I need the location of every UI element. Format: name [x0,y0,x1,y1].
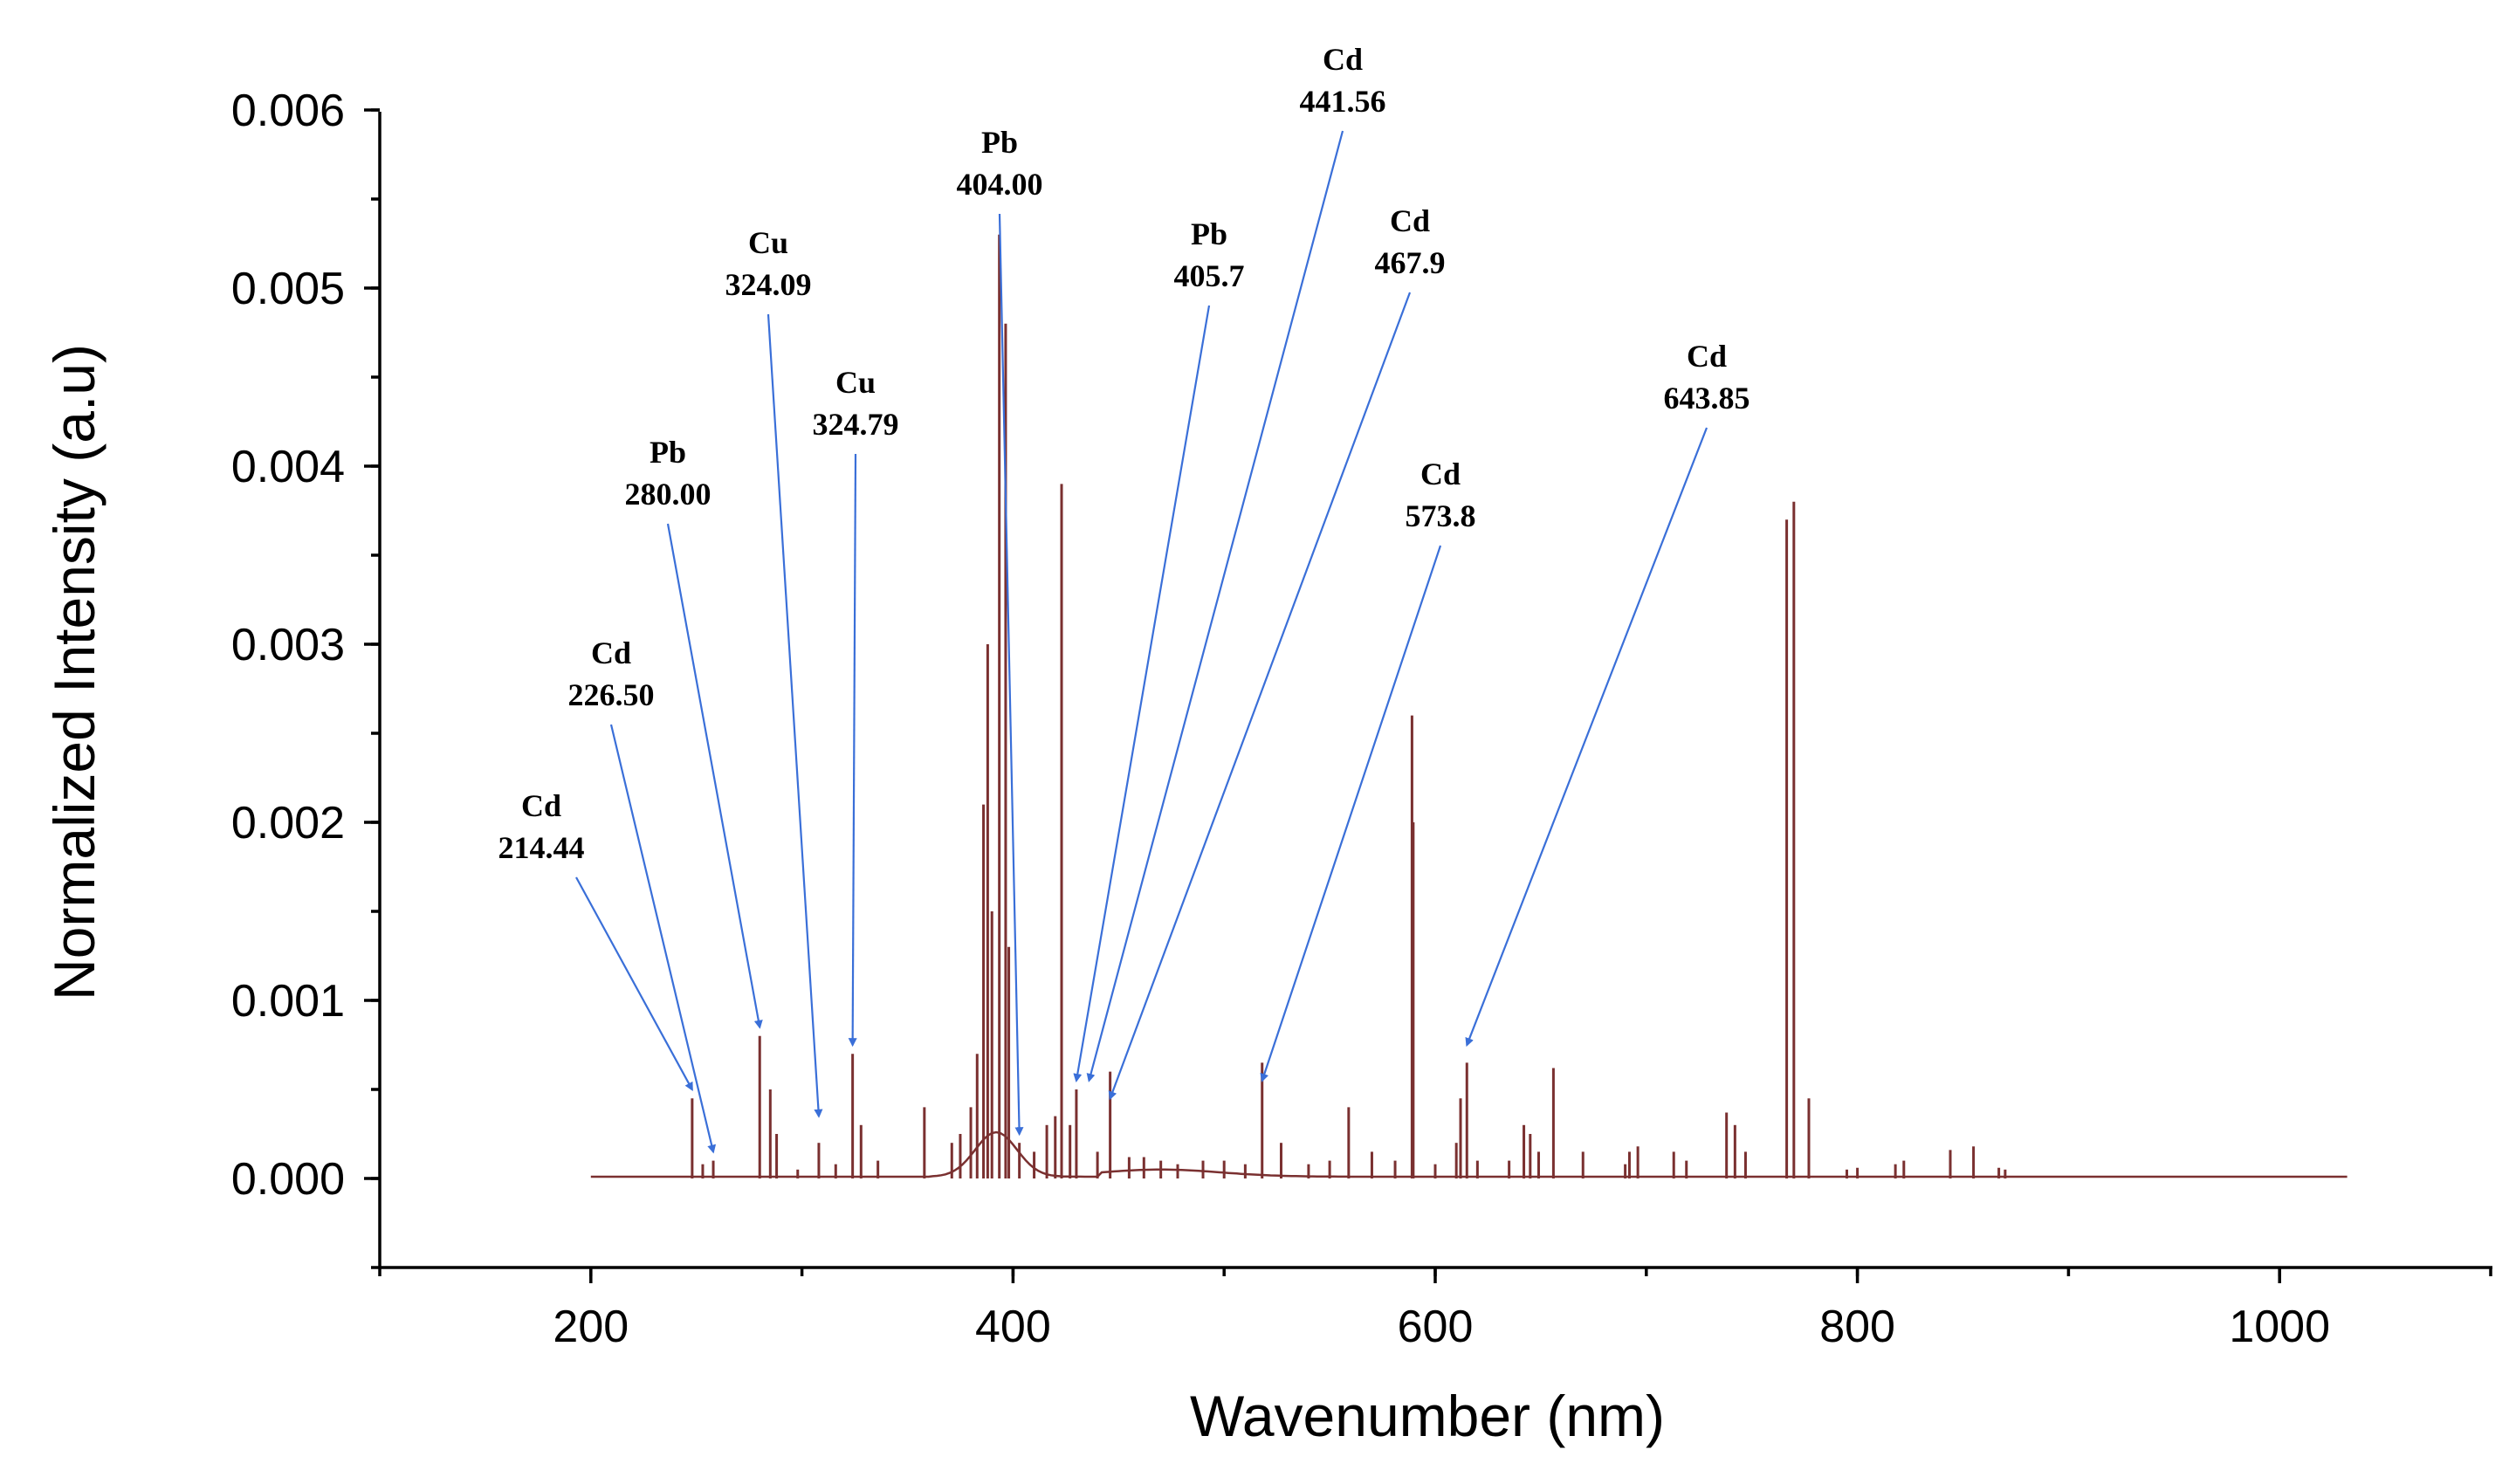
y-tick-label: 0.005 [231,264,345,314]
x-tick-label: 400 [975,1302,1051,1352]
x-tick-label: 1000 [2229,1302,2330,1352]
annotation-element: Cd [1687,339,1727,374]
peak-annotation: Cd 573.8 [1260,457,1476,1082]
peak-annotation: Pb 280.00 [625,435,763,1029]
annotation-element: Pb [981,125,1018,160]
annotation-arrow [998,213,1024,1137]
annotation-element: Cu [835,365,876,400]
annotation-value: 226.50 [568,677,655,712]
annotation-element: Cd [1420,457,1461,491]
annotation-element: Cu [748,225,788,260]
y-tick-label: 0.004 [231,442,345,492]
peak-annotation: Cd 643.85 [1465,339,1750,1048]
x-tick-label: 800 [1819,1302,1895,1352]
y-tick-label: 0.003 [231,620,345,670]
spectrum-baseline [590,1130,2348,1178]
annotation-element: Pb [1191,216,1227,251]
y-tick-label: 0.002 [231,798,345,848]
peak-annotation: Cu 324.09 [725,225,823,1118]
annotation-arrow [1073,305,1211,1082]
annotation-arrow [666,523,763,1029]
axes: 0.000 0.001 0.002 0.003 0.004 0.005 0.006 200 40… [231,86,2492,1352]
annotation-arrow [1086,130,1344,1082]
peak-annotation: Cd 441.56 [1086,42,1386,1082]
y-tick-label: 0.000 [231,1154,345,1205]
annotation-arrow [1108,292,1412,1101]
annotation-value: 324.09 [725,267,812,302]
annotation-arrow [1465,427,1708,1048]
x-tick-label: 200 [553,1302,629,1352]
y-tick-label: 0.006 [231,86,345,136]
peak-annotation: Cd 467.9 [1108,203,1446,1101]
annotation-element: Cd [591,636,631,670]
annotations: Cd 214.44 Cd 226.50 Pb 280.00 Cu 324.09 Cu 324.79… [498,42,1750,1154]
series-spectrum [590,234,2348,1178]
annotation-element: Cd [1323,42,1363,77]
annotation-arrow [766,313,823,1118]
peak-annotation: Cd 226.50 [568,636,717,1154]
peak-annotation: Cd 214.44 [498,788,693,1091]
x-axis-label: Wavenumber (nm) [1190,1384,1665,1448]
annotation-element: Cd [521,788,561,823]
x-tick-label: 600 [1398,1302,1474,1352]
annotation-arrow [575,876,693,1091]
annotation-arrow [1260,545,1442,1082]
annotation-value: 573.8 [1406,498,1476,533]
peak-annotation: Pb 405.7 [1073,216,1245,1082]
annotation-element: Pb [650,435,686,470]
annotation-element: Cd [1390,203,1430,238]
annotation-arrow [609,724,717,1154]
annotation-value: 324.79 [813,407,899,442]
annotation-value: 404.00 [957,167,1043,202]
annotation-value: 405.7 [1174,258,1245,293]
annotation-value: 441.56 [1300,84,1386,119]
y-axis-label: Normalized Intensity (a.u) [42,344,107,1000]
annotation-value: 214.44 [498,830,585,865]
y-tick-label: 0.001 [231,976,345,1027]
annotation-arrow [848,453,857,1048]
annotation-value: 467.9 [1375,245,1446,280]
annotation-value: 643.85 [1664,381,1750,416]
peak-annotation: Cu 324.79 [813,365,899,1048]
annotation-value: 280.00 [625,477,711,512]
peak-annotation: Pb 404.00 [957,125,1043,1137]
